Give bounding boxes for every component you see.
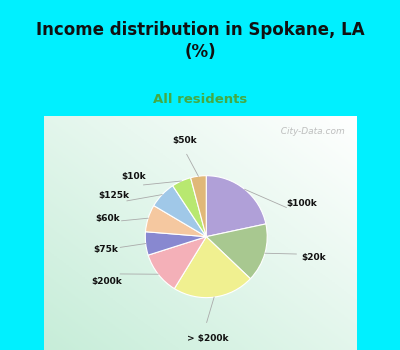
Text: $75k: $75k [94,245,119,254]
Wedge shape [191,176,206,237]
Text: > $200k: > $200k [187,334,228,343]
Text: $20k: $20k [301,253,326,262]
Wedge shape [206,176,266,237]
Text: $60k: $60k [96,214,120,223]
Text: $125k: $125k [98,191,130,200]
Text: Income distribution in Spokane, LA
(%): Income distribution in Spokane, LA (%) [36,21,364,61]
Wedge shape [146,205,206,237]
Text: $50k: $50k [172,136,197,145]
Text: All residents: All residents [153,93,247,106]
Text: City-Data.com: City-Data.com [275,127,345,136]
Text: $10k: $10k [121,172,146,181]
Text: $200k: $200k [91,277,122,286]
Wedge shape [145,232,206,255]
Text: $100k: $100k [286,198,317,208]
Wedge shape [154,186,206,237]
Wedge shape [148,237,206,289]
Wedge shape [174,237,250,298]
Wedge shape [206,224,267,279]
Wedge shape [173,178,206,237]
